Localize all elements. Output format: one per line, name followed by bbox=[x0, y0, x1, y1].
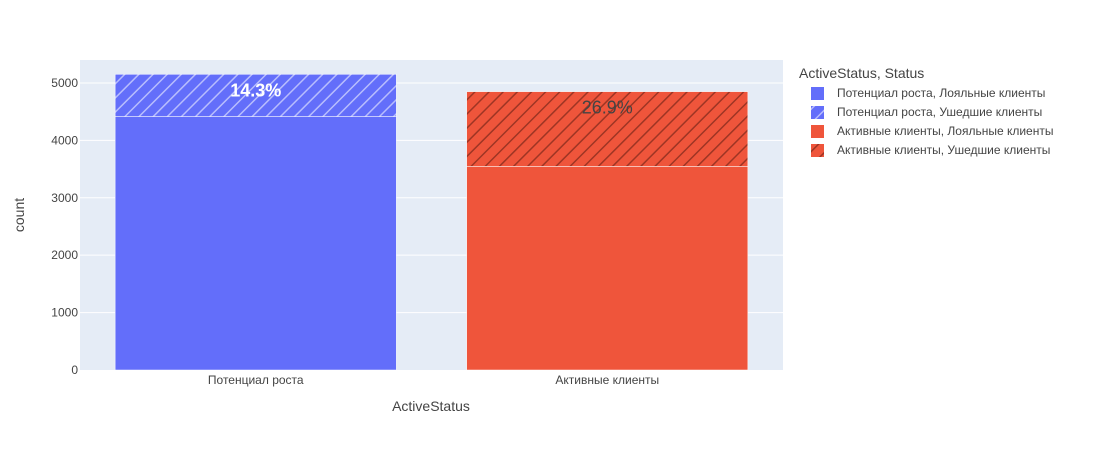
bar-data-label: 26.9% bbox=[582, 98, 633, 118]
y-tick-label: 3000 bbox=[51, 191, 78, 205]
legend[interactable]: ActiveStatus, Status Потенциал роста, Ло… bbox=[799, 65, 1053, 157]
legend-item[interactable]: Потенциал роста, Ушедшие клиенты bbox=[811, 105, 1042, 119]
bar-segment bbox=[466, 166, 749, 371]
legend-label: Активные клиенты, Лояльные клиенты bbox=[837, 124, 1053, 138]
y-axis-ticks: 0 1000 2000 3000 4000 5000 bbox=[51, 76, 78, 377]
bar-data-label: 14.3% bbox=[230, 80, 281, 100]
legend-swatch bbox=[811, 106, 824, 119]
x-tick-label: Активные клиенты bbox=[555, 373, 659, 387]
legend-title: ActiveStatus, Status bbox=[799, 65, 924, 81]
legend-swatch bbox=[811, 144, 824, 157]
bar-segment bbox=[114, 116, 397, 371]
y-tick-label: 2000 bbox=[51, 248, 78, 262]
bar-segment bbox=[466, 91, 749, 167]
bars bbox=[114, 74, 749, 371]
legend-item[interactable]: Активные клиенты, Ушедшие клиенты bbox=[811, 143, 1050, 157]
legend-label: Потенциал роста, Ушедшие клиенты bbox=[837, 105, 1042, 119]
y-tick-label: 4000 bbox=[51, 133, 78, 147]
y-axis-title: count bbox=[11, 198, 27, 232]
x-axis-ticks: Потенциал роста Активные клиенты bbox=[208, 373, 659, 387]
legend-swatch bbox=[811, 125, 824, 138]
x-axis-title: ActiveStatus bbox=[392, 398, 470, 414]
bar-labels: 14.3% 26.9% bbox=[230, 80, 633, 117]
y-tick-label: 0 bbox=[71, 363, 78, 377]
bar-segment bbox=[114, 74, 397, 117]
x-tick-label: Потенциал роста bbox=[208, 373, 304, 387]
y-tick-label: 5000 bbox=[51, 76, 78, 90]
legend-item[interactable]: Потенциал роста, Лояльные клиенты bbox=[811, 86, 1045, 100]
legend-swatch bbox=[811, 87, 824, 100]
legend-label: Потенциал роста, Лояльные клиенты bbox=[837, 86, 1045, 100]
legend-label: Активные клиенты, Ушедшие клиенты bbox=[837, 143, 1050, 157]
y-tick-label: 1000 bbox=[51, 306, 78, 320]
legend-item[interactable]: Активные клиенты, Лояльные клиенты bbox=[811, 124, 1053, 138]
